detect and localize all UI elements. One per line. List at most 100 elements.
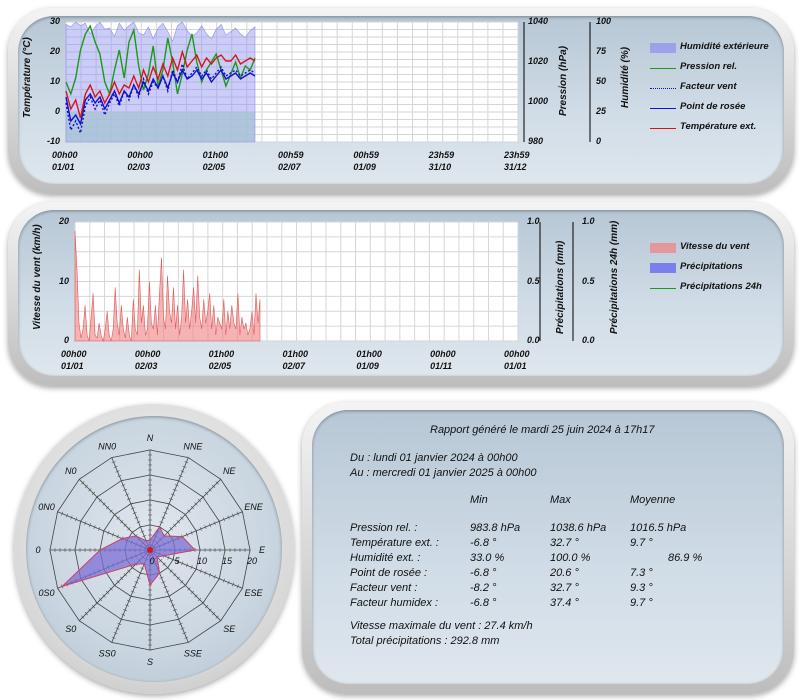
rose-tick (186, 641, 191, 644)
rose-tick (181, 561, 184, 566)
x-tick-date: 31/12 (504, 162, 527, 172)
report-header-min: Min (470, 494, 488, 506)
rose-tick (219, 477, 223, 481)
rose-tick (109, 509, 113, 513)
rose-tick (215, 481, 219, 485)
rose-direction-label: ESE (244, 588, 263, 598)
rose-tick (170, 604, 175, 607)
rose-tick (197, 597, 202, 602)
rose-direction-label: SE (223, 624, 236, 634)
report-cell-label: Facteur humidex : (350, 597, 439, 609)
x-tick-date: 01/01 (504, 361, 527, 371)
rose-tick (130, 507, 135, 510)
series-temp-rature-ext- (65, 49, 256, 119)
legend-swatch (650, 108, 676, 109)
rose-tick (88, 523, 91, 528)
rose-tick (61, 511, 64, 516)
rose-tick (187, 509, 191, 513)
x-tick-date: 02/05 (208, 361, 232, 371)
rose-tick (102, 594, 106, 598)
rose-tick (136, 576, 141, 579)
report-cell-min: 983.8 hPa (470, 522, 521, 534)
rose-tick (184, 461, 189, 464)
report-cell-min: -6.8 ° (470, 597, 497, 609)
rose-tick (91, 604, 96, 609)
y-tick-humidity: 75 (596, 46, 607, 56)
rose-tick (204, 491, 209, 496)
rose-direction-label: E (259, 545, 266, 555)
rose-tick (183, 513, 187, 517)
rose-tick (236, 584, 239, 589)
rose-tick (166, 530, 170, 534)
x-tick-time: 23h59 (504, 150, 530, 160)
y-tick-temperature: 10 (49, 76, 60, 86)
rose-tick (121, 484, 126, 487)
x-tick-date: 02/03 (127, 162, 150, 172)
wind-rose-svg: N NNE NE ENE E ESE SE SSE S SS0 S0 0S0 0 0N0 N0 NN0 0 5 10… (35, 433, 266, 667)
series-pression-rel- (65, 24, 256, 97)
report-cell-max: 32.7 ° (550, 537, 579, 549)
x-tick-date: 01/01 (61, 361, 84, 371)
rose-direction-label: 0N0 (38, 502, 55, 512)
rose-data (61, 525, 196, 587)
rose-radial-label: 0 (149, 556, 154, 566)
rose-tick (173, 573, 177, 577)
rose-tick (119, 479, 124, 482)
rose-tick (81, 481, 85, 485)
rose-direction-label: S (147, 657, 153, 667)
rose-tick (77, 477, 81, 481)
rose-tick (190, 565, 193, 570)
rose-tick (169, 498, 174, 501)
rose-tick (165, 590, 170, 593)
rose-tick (241, 509, 244, 514)
report-rain-total: Total précipitations : 292.8 mm (350, 635, 500, 647)
rose-tick (241, 586, 244, 591)
rose-tick (178, 622, 183, 625)
rose-tick (161, 516, 166, 519)
rose-tick (109, 641, 114, 644)
x-tick-time: 00h59 (278, 150, 304, 160)
legend-label: Pression rel. (680, 61, 738, 72)
rose-tick (98, 526, 101, 531)
rose-tick (84, 612, 88, 616)
x-tick-time: 00h00 (61, 349, 87, 359)
rose-tick (102, 528, 105, 533)
rose-tick (140, 567, 145, 570)
rose-direction-label: SSE (184, 649, 203, 659)
rose-tick (93, 525, 96, 530)
rose-tick (98, 597, 103, 602)
rose-tick (222, 578, 225, 583)
y-tick-humidity: 50 (596, 76, 607, 86)
report-panel (302, 402, 794, 694)
legend-swatch (650, 88, 676, 89)
rose-tick (178, 475, 183, 478)
x-tick-date: 01/09 (353, 162, 376, 172)
legend-label: Précipitations 24h (680, 281, 762, 292)
legend-label: Facteur vent (680, 81, 737, 92)
rose-tick (102, 502, 106, 506)
y-tick-precip24: 0.0 (582, 335, 595, 345)
y-tick-humidity: 0 (596, 136, 602, 146)
rose-tick (170, 493, 175, 496)
y-tick-precip: 0.0 (527, 335, 540, 345)
rose-tick (227, 515, 230, 520)
rose-tick (184, 636, 189, 639)
rose-tick (56, 586, 59, 591)
rose-tick (123, 488, 128, 491)
x-tick-time: 01h00 (356, 349, 382, 359)
rose-direction-label: ENE (244, 502, 264, 512)
rose-tick (134, 581, 139, 584)
y-tick-wind: 20 (58, 216, 69, 226)
rose-tick (127, 527, 131, 531)
rose-tick (182, 632, 187, 635)
rose-tick (162, 562, 166, 566)
rose-tick (208, 608, 212, 612)
rose-tick (115, 627, 120, 630)
rose-tick (186, 456, 191, 459)
report-cell-label: Facteur vent : (350, 582, 418, 594)
rose-tick (176, 479, 181, 482)
legend-label: Température ext. (680, 121, 757, 132)
rose-tick (123, 573, 127, 577)
report-cell-label: Humidité ext. : (350, 552, 421, 564)
rose-tick (209, 572, 212, 577)
